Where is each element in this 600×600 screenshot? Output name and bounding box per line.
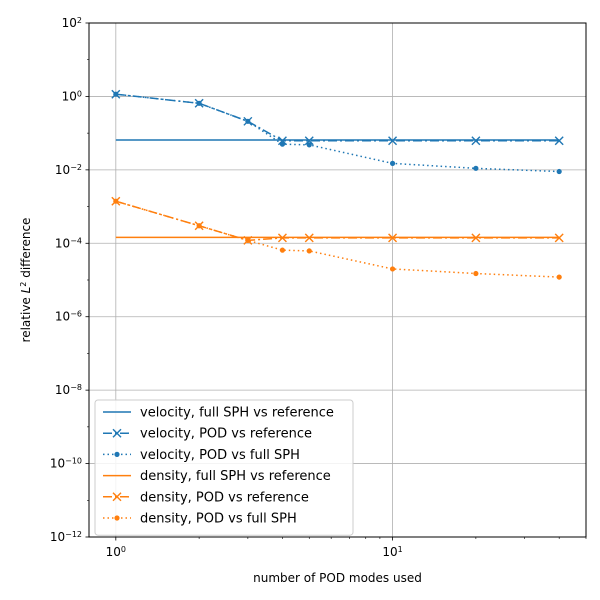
legend-entry: velocity, POD vs reference xyxy=(103,427,312,442)
data-point xyxy=(554,233,564,243)
y-tick-label: 10−10 xyxy=(50,456,82,471)
data-point xyxy=(388,136,398,146)
data-point xyxy=(306,248,312,254)
y-axis-label-base: L xyxy=(19,287,33,294)
series-line xyxy=(115,93,560,142)
legend-label: velocity, full SPH vs reference xyxy=(140,406,334,421)
series-line xyxy=(115,200,560,278)
y-axis-label: relative L2 difference xyxy=(19,218,34,343)
data-point xyxy=(554,136,564,146)
data-point xyxy=(388,233,398,243)
legend-entry: density, POD vs reference xyxy=(103,490,309,505)
y-axis-label-suffix: difference xyxy=(19,218,33,282)
data-point xyxy=(113,198,119,204)
legend-marker xyxy=(114,515,120,521)
y-tick-label: 10−6 xyxy=(55,309,82,324)
series-layer xyxy=(111,89,564,280)
y-tick-label: 102 xyxy=(62,16,82,31)
legend-entry: density, full SPH vs reference xyxy=(103,469,331,484)
data-point xyxy=(277,136,287,146)
legend-label: velocity, POD vs reference xyxy=(140,427,312,442)
data-point xyxy=(389,266,396,272)
legend: velocity, full SPH vs reference velocity,… xyxy=(94,399,354,536)
y-axis-label-sup: 2 xyxy=(19,282,28,287)
data-point xyxy=(245,237,251,243)
y-tick-label: 100 xyxy=(62,89,82,104)
data-point xyxy=(279,247,286,253)
legend-marker xyxy=(112,428,122,438)
data-point xyxy=(196,100,202,106)
legend-box xyxy=(94,399,354,536)
y-tick-label: 10−2 xyxy=(55,162,82,177)
legend-entry: density, POD vs full SPH xyxy=(103,512,297,527)
legend-label: density, POD vs full SPH xyxy=(140,512,297,527)
data-point xyxy=(279,141,286,147)
legend-marker xyxy=(112,492,122,502)
data-point xyxy=(196,223,202,229)
legend-label: density, full SPH vs reference xyxy=(140,469,331,484)
data-point xyxy=(113,91,119,97)
data-point xyxy=(471,136,481,146)
series-6 xyxy=(113,198,562,280)
series-3 xyxy=(113,91,562,175)
legend-entry: velocity, full SPH vs reference xyxy=(103,406,334,421)
data-point xyxy=(277,233,287,243)
y-tick-label: 10−4 xyxy=(55,236,82,251)
legend-entry: velocity, POD vs full SPH xyxy=(103,448,300,463)
series-2 xyxy=(111,89,564,146)
data-point xyxy=(473,270,479,277)
data-point xyxy=(471,233,481,243)
data-point xyxy=(389,160,396,166)
legend-label: velocity, POD vs full SPH xyxy=(140,448,300,463)
data-point xyxy=(245,118,251,124)
legend-marker xyxy=(114,451,120,457)
data-point xyxy=(304,233,314,243)
ticks: 100 101 102 100 10−2 10−4 10−6 10−8 10−10 10−12 xyxy=(50,16,587,560)
x-tick-label: 100 xyxy=(106,545,126,560)
data-point xyxy=(306,142,312,148)
y-tick-label: 10−12 xyxy=(50,530,82,545)
data-point xyxy=(556,274,562,280)
data-point xyxy=(473,165,479,171)
x-axis-label: number of POD modes used xyxy=(253,571,422,585)
data-point xyxy=(304,136,314,146)
data-point xyxy=(556,168,562,175)
y-axis-label-prefix: relative xyxy=(19,293,33,342)
x-tick-label: 101 xyxy=(382,545,402,560)
y-tick-label: 10−8 xyxy=(55,383,82,398)
legend-label: density, POD vs reference xyxy=(140,490,309,505)
